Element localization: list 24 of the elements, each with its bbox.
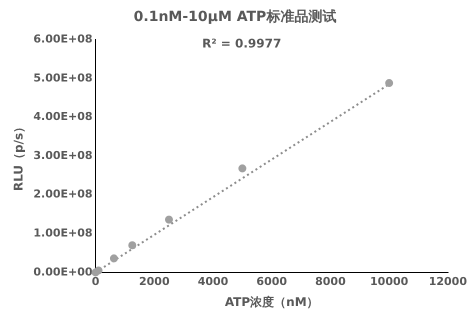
y-tick-label: 2.00E+08 bbox=[33, 188, 93, 201]
y-tick-label: 0.00E+00 bbox=[33, 265, 93, 278]
x-tick-label: 8000 bbox=[315, 274, 346, 288]
x-axis-title: ATP浓度（nM） bbox=[224, 294, 319, 309]
chart-title: 0.1nM-10μM ATP标准品测试 bbox=[132, 8, 338, 26]
y-axis-title: RLU（p/s） bbox=[11, 120, 26, 192]
y-tick-label: 1.00E+08 bbox=[33, 226, 93, 240]
point bbox=[385, 79, 394, 88]
y-tick-label: 6.00E+08 bbox=[33, 32, 93, 46]
point bbox=[238, 164, 246, 172]
x-tick-label: 4000 bbox=[198, 274, 229, 288]
x-tick-label: 2000 bbox=[138, 274, 170, 288]
annotation: R² = 0.9977 bbox=[202, 36, 282, 51]
point bbox=[164, 216, 173, 224]
x-tick-label: 12000 bbox=[428, 274, 468, 288]
x-tick-label: 0 bbox=[92, 274, 100, 288]
point bbox=[110, 254, 118, 262]
point bbox=[94, 266, 103, 274]
y-tick-label: 4.00E+08 bbox=[33, 110, 93, 124]
x-tick-label: 10000 bbox=[370, 274, 409, 288]
y-tick-label: 5.00E+08 bbox=[33, 71, 93, 84]
x-tick-label: 6000 bbox=[256, 274, 288, 288]
y-tick-label: 3.00E+08 bbox=[33, 148, 93, 162]
point bbox=[128, 241, 136, 250]
